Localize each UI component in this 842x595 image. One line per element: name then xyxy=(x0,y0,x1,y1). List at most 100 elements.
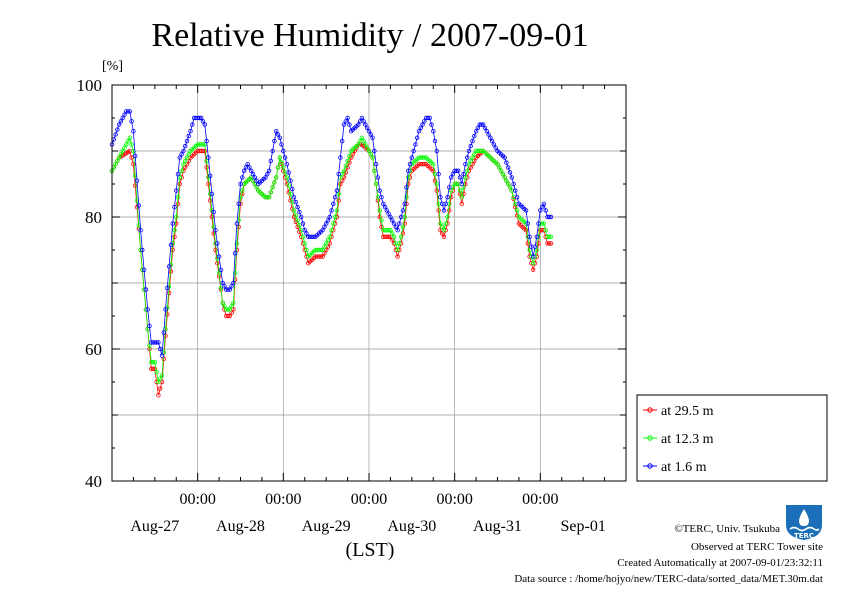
data-point xyxy=(324,241,329,246)
data-point xyxy=(390,231,395,236)
data-point xyxy=(448,175,454,180)
data-point xyxy=(345,115,350,121)
data-point xyxy=(129,155,134,160)
data-point xyxy=(388,227,393,233)
data-point xyxy=(250,171,256,177)
data-point xyxy=(470,155,475,160)
data-point xyxy=(361,119,366,124)
data-point xyxy=(324,221,329,226)
data-point xyxy=(115,158,120,164)
data-point xyxy=(470,138,475,144)
data-point xyxy=(407,161,413,167)
data-point xyxy=(525,241,530,246)
data-point xyxy=(468,165,473,170)
data-point xyxy=(459,194,464,200)
data-point xyxy=(190,122,195,127)
data-point xyxy=(179,168,184,173)
data-point xyxy=(311,234,316,239)
data-point xyxy=(320,254,325,259)
data-point xyxy=(254,178,259,183)
data-point xyxy=(279,160,284,165)
data-point xyxy=(456,168,461,173)
data-point xyxy=(448,188,454,193)
data-point xyxy=(418,125,423,131)
data-point xyxy=(422,155,427,160)
data-point xyxy=(432,178,438,183)
data-point xyxy=(398,234,404,239)
data-point xyxy=(413,142,418,147)
data-point xyxy=(172,234,177,239)
data-point xyxy=(154,369,159,375)
data-point xyxy=(370,155,375,160)
data-point xyxy=(288,178,293,183)
data-point xyxy=(507,185,513,190)
data-point xyxy=(166,264,172,269)
data-point xyxy=(120,115,125,121)
data-point xyxy=(157,346,163,352)
data-point xyxy=(225,313,231,319)
data-point xyxy=(150,366,156,371)
data-point xyxy=(186,152,191,157)
data-point xyxy=(336,198,341,203)
data-point xyxy=(143,287,149,292)
data-point xyxy=(197,115,202,121)
data-point xyxy=(211,209,216,215)
data-point xyxy=(198,115,204,121)
data-point xyxy=(218,285,224,291)
data-point xyxy=(170,247,175,253)
data-point xyxy=(213,227,218,233)
data-point xyxy=(172,204,177,210)
series-2 xyxy=(109,109,554,358)
data-point xyxy=(447,185,452,190)
data-point xyxy=(347,153,352,159)
data-point xyxy=(372,148,377,154)
data-point xyxy=(400,231,406,236)
data-point xyxy=(493,145,498,150)
data-point xyxy=(340,138,345,144)
series-layer xyxy=(109,109,554,398)
data-point xyxy=(332,214,338,220)
data-point xyxy=(536,221,541,226)
data-point xyxy=(134,178,140,183)
data-point xyxy=(491,142,497,147)
data-point xyxy=(300,221,306,226)
data-point xyxy=(275,165,281,170)
data-point xyxy=(277,155,282,160)
data-point xyxy=(497,165,502,170)
data-point xyxy=(384,208,389,213)
terc-logo: TERC xyxy=(786,505,822,540)
data-point xyxy=(363,122,368,127)
data-point xyxy=(113,161,118,167)
data-point xyxy=(282,155,288,160)
data-point xyxy=(336,171,341,177)
data-point xyxy=(325,237,331,243)
data-point xyxy=(486,132,491,137)
data-point xyxy=(366,128,372,134)
data-point xyxy=(386,227,391,233)
data-point xyxy=(345,158,350,164)
data-point xyxy=(286,183,291,188)
data-point xyxy=(429,122,434,127)
data-point xyxy=(181,161,186,167)
observed-text: Observed at TERC Tower site xyxy=(691,541,823,553)
data-point xyxy=(170,221,175,226)
y-tick-label: 60 xyxy=(85,340,102,359)
data-point xyxy=(265,171,270,177)
data-point xyxy=(275,132,281,137)
data-point xyxy=(202,122,207,127)
data-point xyxy=(479,148,484,154)
created-text: Created Automatically at 2007-09-01/23:3… xyxy=(617,557,823,569)
data-point xyxy=(177,155,182,160)
data-point xyxy=(272,180,277,185)
data-point xyxy=(302,241,307,246)
data-point xyxy=(488,135,493,140)
data-point xyxy=(265,194,270,200)
legend-item-29-5m: at 29.5 m xyxy=(643,404,714,419)
data-point xyxy=(463,161,468,167)
data-point xyxy=(263,175,268,180)
data-point xyxy=(327,214,332,220)
data-point xyxy=(200,119,206,124)
data-point xyxy=(402,201,407,206)
data-point xyxy=(431,128,436,134)
data-point xyxy=(179,152,184,157)
